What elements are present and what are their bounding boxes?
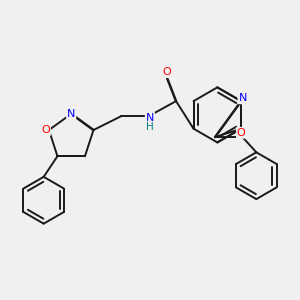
Text: O: O xyxy=(237,128,246,138)
Text: O: O xyxy=(162,67,171,77)
Text: N: N xyxy=(238,93,247,103)
Text: N: N xyxy=(67,109,75,119)
Text: H: H xyxy=(146,122,154,132)
Text: N: N xyxy=(146,112,154,123)
Text: O: O xyxy=(41,125,50,135)
